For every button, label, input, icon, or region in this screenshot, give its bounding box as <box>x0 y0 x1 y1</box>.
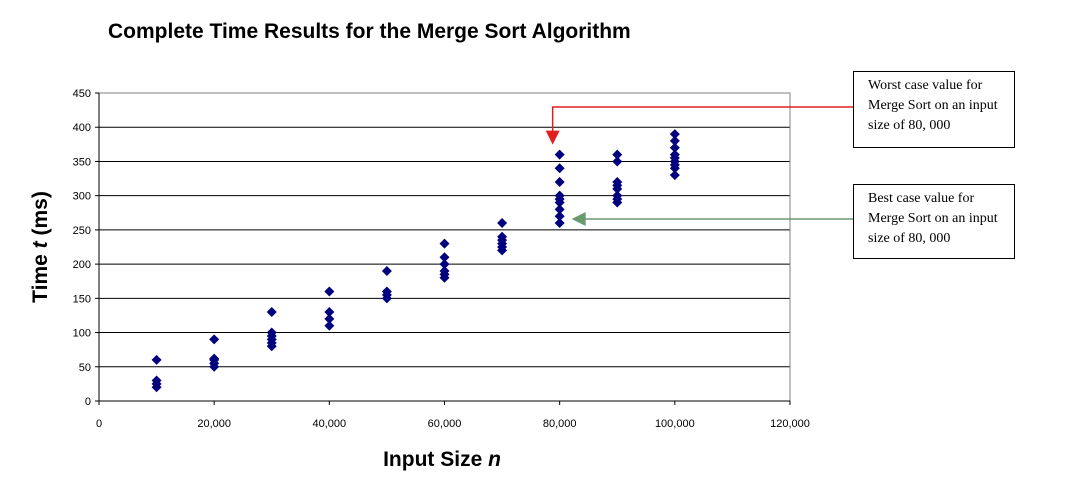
y-axis-label-unit: (ms) <box>29 191 52 241</box>
x-tick-label: 60,000 <box>428 418 462 430</box>
data-point <box>324 320 335 331</box>
annotation-arrows <box>545 106 853 227</box>
x-tick-label: 40,000 <box>313 418 347 430</box>
data-point <box>554 163 565 174</box>
data-point <box>381 293 392 304</box>
data-point <box>266 307 277 318</box>
x-axis-label: Input Size n <box>383 448 501 471</box>
data-point <box>324 313 335 324</box>
y-tick-label: 150 <box>73 293 91 305</box>
worst-case-arrow-line <box>551 106 853 135</box>
data-point <box>669 170 680 181</box>
y-axis-label-variable: t <box>29 240 52 248</box>
y-tick-label: 400 <box>73 122 91 134</box>
data-point <box>554 149 565 160</box>
best-case-annotation: Best case value for Merge Sort on an inp… <box>853 184 1015 259</box>
data-point <box>266 341 277 352</box>
best-case-arrowhead <box>571 212 586 227</box>
y-tick-label: 300 <box>73 191 91 203</box>
data-point <box>209 361 220 372</box>
y-tick-label: 100 <box>73 328 91 340</box>
data-point <box>554 176 565 187</box>
x-tick-label: 80,000 <box>543 418 577 430</box>
data-point <box>439 272 450 283</box>
y-tick-label: 250 <box>73 225 91 237</box>
data-points <box>151 129 680 393</box>
x-tick-label: 100,000 <box>655 418 695 430</box>
x-tick-label: 20,000 <box>197 418 231 430</box>
data-point <box>669 135 680 146</box>
data-point <box>439 259 450 270</box>
y-tick-labels: 0 50 100 150 200 250 300 350 400 450 <box>73 88 91 408</box>
y-tick-label: 50 <box>79 362 91 374</box>
data-point <box>209 334 220 345</box>
annotation-line: Merge Sort on an input <box>868 98 998 113</box>
gridlines <box>99 92 790 368</box>
y-axis-label-text: Time <box>29 248 52 302</box>
data-point <box>151 382 162 393</box>
worst-case-annotation: Worst case value for Merge Sort on an in… <box>853 71 1015 148</box>
annotation-line: size of 80, 000 <box>868 118 951 133</box>
data-point <box>439 252 450 263</box>
data-point <box>612 156 623 167</box>
data-point <box>554 197 565 208</box>
x-tick-labels: 0 20,000 40,000 60,000 80,000 100,000 120,000 <box>96 418 810 430</box>
chart-title: Complete Time Results for the Merge Sort… <box>108 20 631 43</box>
x-tick-label: 120,000 <box>770 418 810 430</box>
x-tick-label: 0 <box>96 418 102 430</box>
annotation-line: Best case value for <box>868 191 975 206</box>
y-axis-label: Time t (ms) <box>29 191 52 303</box>
y-tick-label: 0 <box>85 396 91 408</box>
annotation-line: size of 80, 000 <box>868 231 951 246</box>
y-tick-label: 350 <box>73 156 91 168</box>
data-point <box>439 238 450 249</box>
data-point <box>324 307 335 318</box>
annotation-line: Worst case value for <box>868 78 983 93</box>
data-point <box>497 218 508 229</box>
data-point <box>612 197 623 208</box>
annotation-line: Merge Sort on an input <box>868 211 998 226</box>
data-point <box>554 218 565 229</box>
data-point <box>669 129 680 140</box>
y-tick-label: 200 <box>73 259 91 271</box>
data-point <box>324 286 335 297</box>
data-point <box>381 265 392 276</box>
data-point <box>497 245 508 256</box>
data-point <box>151 354 162 365</box>
worst-case-arrowhead <box>545 130 560 145</box>
data-point <box>669 163 680 174</box>
data-point <box>612 183 623 194</box>
y-tick-label: 450 <box>73 88 91 100</box>
x-axis-label-variable: n <box>488 448 501 471</box>
data-point <box>669 142 680 153</box>
data-point <box>612 149 623 160</box>
axes <box>95 92 791 405</box>
x-axis-label-text: Input Size <box>383 448 488 471</box>
data-point <box>554 211 565 222</box>
data-point <box>554 204 565 215</box>
